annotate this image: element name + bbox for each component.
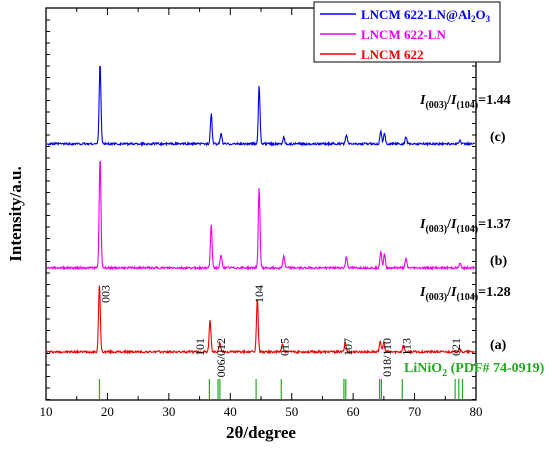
x-axis-title: 2θ/degree [226,423,296,442]
intensity-ratio-label: I(003)/I(104)=1.37 [419,217,511,235]
x-tick-label: 60 [347,404,360,419]
legend-label: LNCM 622-LN@Al2O3 [361,7,491,24]
peak-label: 104 [252,285,266,303]
x-tick-label: 40 [224,404,237,419]
series-line [46,285,476,355]
x-tick-label: 50 [285,404,298,419]
peak-label: 021 [449,338,463,356]
series-tag: (a) [490,338,507,353]
x-tick-label: 70 [408,404,421,419]
peak-label: 107 [341,338,355,356]
intensity-ratio-label: I(003)/I(104)=1.28 [419,285,511,303]
peak-label: 018/110 [380,338,394,377]
intensity-ratio-label: I(003)/I(104)=1.44 [419,93,511,111]
peak-label: 003 [98,285,112,303]
x-tick-label: 10 [40,404,53,419]
legend-label: LNCM 622-LN [361,27,446,42]
series-tag: (c) [490,130,506,145]
peak-label: 101 [193,338,207,356]
legend-box [313,1,501,63]
legend-label: LNCM 622 [361,47,423,62]
peak-label: 015 [278,338,292,356]
y-axis-title: Intensity/a.u. [6,166,25,261]
reference-label: LiNiO2 (PDF# 74-0919) [404,361,545,379]
series-tag: (b) [490,254,507,269]
x-tick-label: 20 [101,404,114,419]
series-line [46,65,476,148]
x-tick-label: 80 [470,404,483,419]
series-line [46,160,476,272]
peak-label: 113 [399,338,413,356]
x-tick-label: 30 [162,404,175,419]
peak-label: 006/012 [214,338,228,377]
